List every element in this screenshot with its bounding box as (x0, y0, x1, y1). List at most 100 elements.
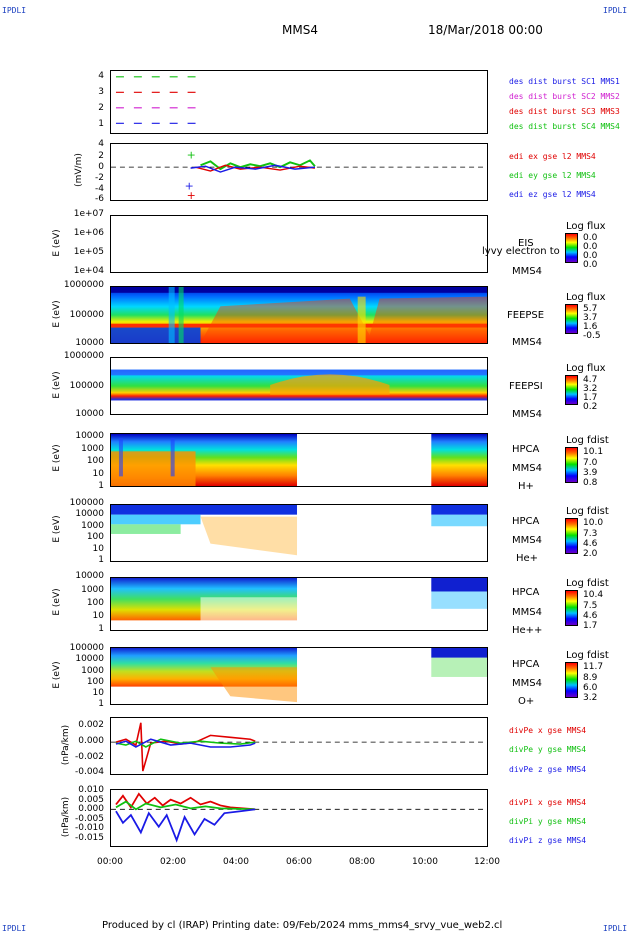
corner-label-top-left: IPDLI (2, 6, 27, 15)
tick-divpi-3: -0.005 (74, 814, 104, 824)
tick-burst-2: 2 (98, 103, 104, 113)
cb-hpca-he-1: 7.3 (583, 529, 598, 539)
feepsi-spectrogram (111, 358, 487, 414)
tick-hpca-o-4: 10 (92, 688, 104, 698)
tick-hpca-o-1: 10000 (75, 654, 104, 664)
legend-divpi-z: divPi z gse MMS4 (509, 836, 587, 845)
cb-feepse-1: 3.7 (583, 313, 598, 323)
tick-hpca-o-5: 1 (98, 699, 104, 709)
hpca-he-spacecraft-label: MMS4 (512, 535, 542, 546)
colorbar-feepsi (565, 375, 578, 405)
hpca-hepp-species-label: He++ (512, 625, 543, 636)
legend-divpi-x: divPi x gse MMS4 (509, 798, 587, 807)
tick-feepse-2: 10000 (75, 338, 104, 348)
cb-title-eis: Log flux (566, 221, 606, 232)
edi-plot: + + + (111, 149, 487, 200)
cb-feepse-0: 5.7 (583, 304, 598, 314)
legend-burst-1: des dist burst SC1 MMS1 (509, 77, 620, 86)
cb-hpca-hepp-1: 7.5 (583, 601, 598, 611)
tick-feepse-0: 1000000 (63, 280, 104, 290)
tick-hpca-hepp-0: 10000 (75, 571, 104, 581)
hpca-h-species-label: H+ (518, 481, 534, 492)
tick-eis-3: 1e+04 (73, 266, 104, 276)
eis-instrument-label: EIS (518, 238, 534, 249)
xtick-3: 06:00 (286, 857, 312, 867)
tick-hpca-h-1: 1000 (81, 444, 104, 454)
cb-hpca-h-2: 3.9 (583, 468, 598, 478)
legend-divpe-x: divPe x gse MMS4 (509, 726, 587, 735)
legend-divpe-z: divPe z gse MMS4 (509, 765, 587, 774)
svg-text:+: + (187, 149, 196, 162)
tick-feepsi-0: 1000000 (63, 351, 104, 361)
tick-divpe-2: -0.002 (74, 752, 104, 762)
svg-text:+: + (187, 189, 196, 200)
panel-burst (110, 70, 488, 134)
cb-hpca-o-1: 8.9 (583, 673, 598, 683)
date-title: 18/Mar/2018 00:00 (428, 23, 543, 37)
tick-edi-5: -6 (95, 194, 104, 204)
legend-burst-3: des dist burst SC3 MMS3 (509, 107, 620, 116)
cb-feepsi-3: 0.2 (583, 402, 598, 412)
panel-hpca-hepp (110, 577, 488, 631)
feepsi-instrument-label: FEEPSI (509, 381, 543, 392)
colorbar-eis (565, 233, 578, 263)
panel-feepsi (110, 357, 488, 415)
tick-divpe-0: 0.002 (78, 720, 104, 730)
legend-edi-x: edi ex gse l2 MMS4 (509, 152, 596, 161)
tick-hpca-h-0: 10000 (75, 431, 104, 441)
panel-edi: + + + (110, 143, 488, 201)
svg-text:+: + (185, 180, 194, 193)
cb-title-hpca-h: Log fdist (566, 435, 609, 446)
hpca-o-species-label: O+ (518, 696, 535, 707)
cb-hpca-o-2: 6.0 (583, 683, 598, 693)
tick-hpca-he-5: 1 (98, 555, 104, 565)
tick-hpca-hepp-4: 1 (98, 624, 104, 634)
tick-edi-0: 4 (98, 139, 104, 149)
legend-edi-z: edi ez gse l2 MMS4 (509, 190, 596, 199)
hpca-h-instrument-label: HPCA (512, 444, 540, 455)
cb-feepsi-2: 1.7 (583, 393, 598, 403)
tick-hpca-he-0: 100000 (69, 498, 104, 508)
xtick-4: 08:00 (349, 857, 375, 867)
tick-feepsi-2: 10000 (75, 409, 104, 419)
cb-hpca-o-0: 11.7 (583, 662, 604, 672)
cb-title-hpca-o: Log fdist (566, 650, 609, 661)
legend-edi-y: edi ey gse l2 MMS4 (509, 171, 596, 180)
tick-edi-1: 2 (98, 151, 104, 161)
tick-hpca-o-3: 100 (86, 677, 104, 687)
cb-hpca-hepp-2: 4.6 (583, 611, 598, 621)
tick-burst-3: 3 (98, 87, 104, 97)
legend-burst-2: des dist burst SC2 MMS2 (509, 92, 620, 101)
panel-divpi (110, 789, 488, 847)
tick-hpca-o-2: 1000 (81, 666, 104, 676)
hpca-he-instrument-label: HPCA (512, 516, 540, 527)
corner-label-bottom-right: IPDLI (603, 924, 628, 933)
tick-divpe-3: -0.004 (74, 767, 104, 777)
tick-edi-2: 0 (98, 162, 104, 172)
hpca-o-spacecraft-label: MMS4 (512, 678, 542, 689)
panel-hpca-o (110, 647, 488, 705)
burst-plot (115, 76, 201, 124)
panel-hpca-he (110, 504, 488, 562)
colorbar-hpca-o (565, 662, 578, 698)
cb-hpca-o-3: 3.2 (583, 693, 598, 703)
tick-divpi-1: 0.005 (78, 795, 104, 805)
tick-hpca-he-1: 10000 (75, 509, 104, 519)
cb-title-feepse: Log flux (566, 292, 606, 303)
cb-title-hpca-he: Log fdist (566, 506, 609, 517)
corner-label-bottom-left: IPDLI (2, 924, 27, 933)
cb-hpca-h-1: 7.0 (583, 458, 598, 468)
cb-feepsi-0: 4.7 (583, 375, 598, 385)
tick-edi-4: -4 (95, 184, 104, 194)
cb-feepse-2: 1.6 (583, 322, 598, 332)
colorbar-feepse (565, 304, 578, 334)
tick-hpca-h-3: 10 (92, 469, 104, 479)
hpca-hepp-spacecraft-label: MMS4 (512, 607, 542, 618)
tick-feepse-1: 100000 (69, 310, 104, 320)
cb-hpca-hepp-3: 1.7 (583, 621, 598, 631)
panel-feepse (110, 286, 488, 344)
tick-burst-4: 4 (98, 71, 104, 81)
cb-hpca-he-0: 10.0 (583, 518, 604, 528)
xtick-0: 00:00 (97, 857, 123, 867)
cb-hpca-h-0: 10.1 (583, 447, 604, 457)
